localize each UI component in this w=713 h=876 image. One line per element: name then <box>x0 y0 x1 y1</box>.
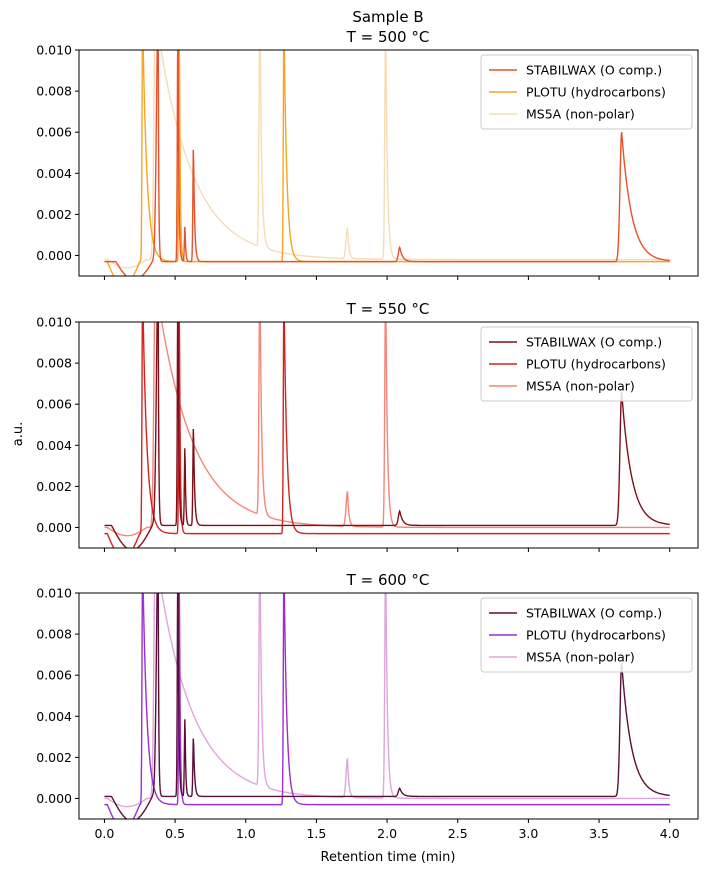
axes-frame <box>78 592 699 820</box>
legend-label: STABILWAX (O comp.) <box>526 63 662 78</box>
y-tick-label: 0.006 <box>36 668 72 683</box>
x-tick-label: 0.5 <box>165 826 185 841</box>
panel-title: T = 600 °C <box>346 571 430 589</box>
y-tick-label: 0.008 <box>36 84 72 99</box>
legend: STABILWAX (O comp.) PLOTU (hydrocarbons) M… <box>480 326 693 402</box>
panel-title: T = 500 °C <box>346 28 430 46</box>
legend-label: PLOTU (hydrocarbons) <box>526 628 666 643</box>
y-tick-label: 0.002 <box>36 207 72 222</box>
y-tick-label: 0.002 <box>36 750 72 765</box>
x-tick-label: 1.0 <box>236 826 256 841</box>
y-tick-label: 0.010 <box>36 586 72 601</box>
x-tick-label: 2.5 <box>448 826 468 841</box>
legend-label: MS5A (non-polar) <box>526 379 635 394</box>
series-line-plotu <box>104 322 670 548</box>
legend-box <box>480 326 693 402</box>
panel-title: T = 550 °C <box>346 300 430 318</box>
figure-suptitle: Sample B <box>352 8 423 26</box>
series-line-stabilwax <box>104 50 670 276</box>
y-tick-label: 0.010 <box>36 315 72 330</box>
legend-label: STABILWAX (O comp.) <box>526 606 662 621</box>
x-tick-label: 0.0 <box>94 826 114 841</box>
series-line-stabilwax <box>104 593 670 819</box>
x-axis-label: Retention time (min) <box>321 850 456 865</box>
panel-500C: T = 500 °C 0.000 0.002 0.004 0.006 0.008 0.01… <box>36 28 699 280</box>
series-line-plotu <box>104 593 670 819</box>
series-group <box>104 50 670 276</box>
y-tick-label: 0.000 <box>36 791 72 806</box>
y-tick-label: 0.004 <box>36 438 72 453</box>
x-tick-label: 3.5 <box>589 826 609 841</box>
series-group <box>104 322 670 548</box>
series-group <box>104 593 670 819</box>
legend-label: STABILWAX (O comp.) <box>526 335 662 350</box>
x-tick-label: 4.0 <box>660 826 680 841</box>
legend: STABILWAX (O comp.) PLOTU (hydrocarbons) M… <box>480 54 693 130</box>
legend-label: PLOTU (hydrocarbons) <box>526 85 666 100</box>
series-line-ms5a <box>104 322 670 537</box>
panel-550C: T = 550 °C 0.000 0.002 0.004 0.006 0.008 0.01… <box>36 300 699 552</box>
y-tick-label: 0.010 <box>36 43 72 58</box>
x-tick-label: 1.5 <box>306 826 326 841</box>
legend: STABILWAX (O comp.) PLOTU (hydrocarbons) M… <box>480 597 693 673</box>
legend-box <box>480 597 693 673</box>
series-line-ms5a <box>104 593 670 808</box>
x-tick-label: 2.0 <box>377 826 397 841</box>
y-tick-label: 0.008 <box>36 627 72 642</box>
y-axis-label: a.u. <box>11 422 26 446</box>
series-line-stabilwax <box>104 322 670 548</box>
y-tick-label: 0.000 <box>36 248 72 263</box>
y-tick-label: 0.008 <box>36 356 72 371</box>
y-tick-label: 0.002 <box>36 479 72 494</box>
legend-label: MS5A (non-polar) <box>526 107 635 122</box>
x-tick-label: 3.0 <box>518 826 538 841</box>
series-line-ms5a <box>104 50 670 269</box>
legend-label: PLOTU (hydrocarbons) <box>526 357 666 372</box>
y-tick-label: 0.006 <box>36 125 72 140</box>
axes-frame <box>78 321 699 549</box>
y-tick-label: 0.004 <box>36 709 72 724</box>
y-tick-label: 0.004 <box>36 166 72 181</box>
panel-600C: T = 600 °C 0.0000.0020.0040.0060.0080.01… <box>36 571 699 841</box>
y-tick-label: 0.006 <box>36 397 72 412</box>
legend-label: MS5A (non-polar) <box>526 650 635 665</box>
y-tick-label: 0.000 <box>36 520 72 535</box>
legend-box <box>480 54 693 130</box>
axes-frame <box>78 49 699 277</box>
